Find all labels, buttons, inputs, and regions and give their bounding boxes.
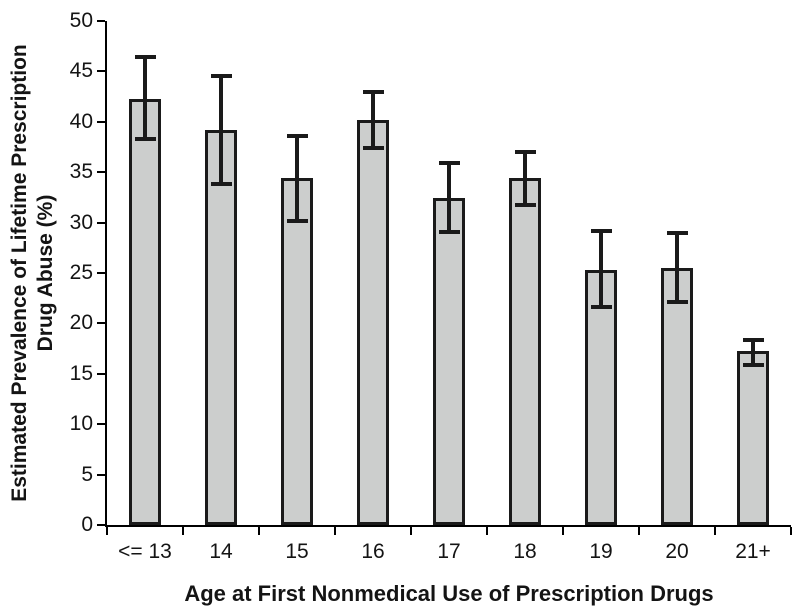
x-tick (106, 527, 108, 535)
error-bar-line (371, 91, 375, 148)
error-bar-line (219, 76, 223, 185)
bar (509, 178, 541, 525)
error-bar-cap-bottom (210, 182, 232, 187)
y-tick (97, 120, 105, 123)
error-bar-line (599, 230, 603, 308)
x-tick (638, 527, 640, 535)
y-tick (97, 322, 105, 325)
y-tick (97, 372, 105, 375)
error-bar-cap-top (438, 161, 460, 166)
x-tick (182, 527, 184, 535)
error-bar-cap-bottom (590, 305, 612, 310)
y-tick (97, 221, 105, 224)
bar (585, 269, 617, 525)
bar (205, 129, 237, 525)
error-bar-cap-bottom (514, 203, 536, 208)
y-axis-title-line1: Estimated Prevalence of Lifetime Prescri… (8, 44, 31, 502)
y-axis-line (105, 21, 107, 527)
error-bar-cap-top (362, 89, 384, 94)
y-tick-label: 20 (69, 311, 93, 335)
x-tick (714, 527, 716, 535)
error-bar-cap-top (210, 74, 232, 79)
plot-area: 0 5 10 15 20 25 30 35 40 45 50 <= 13 14 15 16 17 18 19 20 2… (70, 10, 792, 563)
x-tick (562, 527, 564, 535)
y-tick (97, 171, 105, 174)
y-tick (97, 524, 105, 526)
y-tick-label: 30 (69, 210, 93, 234)
error-bar-cap-top (514, 150, 536, 155)
bar (129, 98, 161, 525)
error-bar-cap-bottom (666, 300, 688, 305)
error-bar-cap-bottom (438, 229, 460, 234)
bar (281, 178, 313, 525)
y-tick (97, 473, 105, 476)
x-tick (790, 527, 792, 535)
error-bar-cap-top (742, 337, 764, 342)
bar (661, 267, 693, 525)
error-bar-line (751, 339, 755, 365)
y-tick-label: 45 (69, 59, 93, 83)
y-tick-label: 50 (69, 9, 93, 32)
error-bar-cap-bottom (286, 218, 308, 223)
x-tick (410, 527, 412, 535)
error-bar-cap-top (590, 228, 612, 233)
error-bar-cap-bottom (134, 136, 156, 141)
error-bar-cap-top (134, 55, 156, 60)
bar (357, 119, 389, 525)
x-tick-label: 15 (285, 540, 309, 563)
x-tick-label: 19 (589, 540, 613, 563)
x-axis-title: Age at First Nonmedical Use of Prescript… (184, 581, 714, 606)
error-bar-line (675, 232, 679, 303)
y-tick (97, 423, 105, 426)
y-tick (97, 272, 105, 274)
y-tick-label: 0 (81, 513, 93, 536)
x-tick (486, 527, 488, 535)
error-bar-line (295, 135, 299, 221)
x-axis-line (105, 525, 791, 527)
y-tick (97, 70, 105, 73)
y-tick-label: 40 (69, 109, 93, 133)
y-tick-label: 35 (69, 160, 93, 184)
x-tick (334, 527, 336, 535)
error-bar-cap-top (286, 133, 308, 138)
x-tick-label: 18 (513, 540, 537, 563)
x-tick-label: 20 (665, 540, 689, 563)
y-tick-label: 5 (81, 462, 93, 486)
x-tick-label: 16 (361, 540, 385, 563)
error-bar-line (143, 57, 147, 139)
x-tick (258, 527, 260, 535)
x-tick-label: 17 (437, 540, 461, 563)
error-bar-cap-bottom (742, 362, 764, 367)
y-tick-label: 10 (69, 412, 93, 436)
bar (433, 198, 465, 525)
error-bar-line (447, 163, 451, 232)
error-bar-cap-top (666, 230, 688, 235)
x-tick-label: 21+ (735, 540, 771, 563)
x-tick-label: <= 13 (118, 540, 172, 563)
y-tick-label: 15 (69, 361, 93, 385)
error-bar-line (523, 152, 527, 206)
error-bar-cap-bottom (362, 146, 384, 150)
bar (737, 350, 769, 525)
x-tick-label: 14 (209, 540, 233, 563)
y-tick-label: 25 (69, 261, 93, 284)
y-tick (97, 20, 105, 22)
